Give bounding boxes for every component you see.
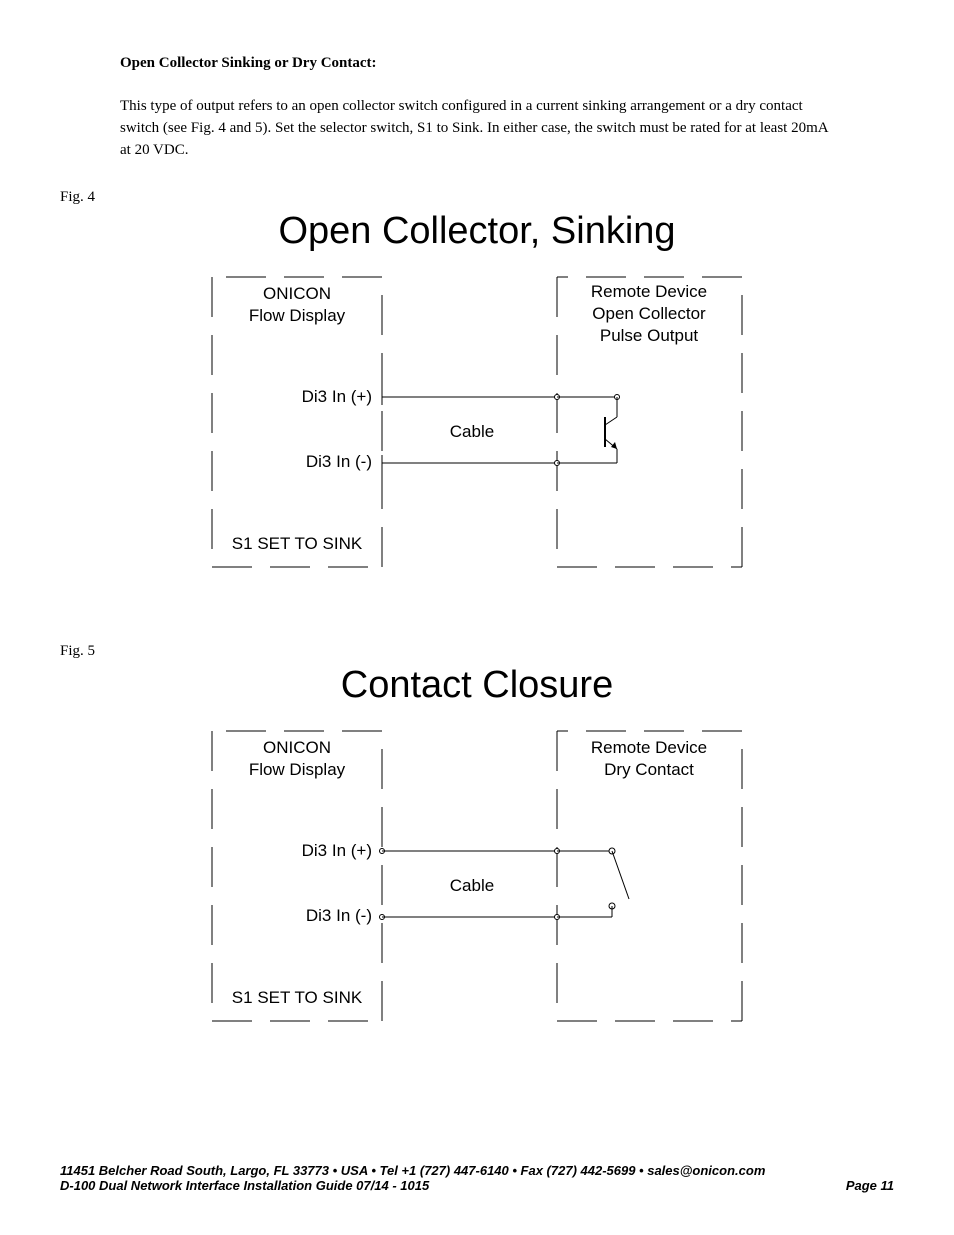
- fig4-left-line1: ONICON: [263, 284, 331, 303]
- fig5-title: Contact Closure: [120, 664, 834, 707]
- fig4-s1: S1 SET TO SINK: [232, 534, 363, 553]
- fig4-title: Open Collector, Sinking: [120, 210, 834, 253]
- fig5-label: Fig. 5: [60, 643, 834, 660]
- footer-page-number: Page 11: [846, 1178, 894, 1193]
- page-footer: 11451 Belcher Road South, Largo, FL 3377…: [60, 1163, 894, 1193]
- fig5-left-line1: ONICON: [263, 738, 331, 757]
- fig5-term-neg: Di3 In (-): [306, 906, 372, 925]
- fig4-diagram: ONICON Flow Display Remote Device Open C…: [197, 267, 757, 583]
- fig4-term-neg: Di3 In (-): [306, 452, 372, 471]
- fig4-right-line1: Remote Device: [591, 282, 707, 301]
- fig5-term-pos: Di3 In (+): [302, 841, 372, 860]
- fig5-right-line2: Dry Contact: [604, 760, 694, 779]
- fig4-term-pos: Di3 In (+): [302, 387, 372, 406]
- body-paragraph: This type of output refers to an open co…: [120, 96, 834, 161]
- fig4-cable: Cable: [450, 422, 494, 441]
- fig5-right-line1: Remote Device: [591, 738, 707, 757]
- footer-line1: 11451 Belcher Road South, Largo, FL 3377…: [60, 1163, 894, 1178]
- fig5-cable: Cable: [450, 876, 494, 895]
- fig4-left-line2: Flow Display: [249, 306, 346, 325]
- fig5-s1: S1 SET TO SINK: [232, 988, 363, 1007]
- fig4-right-line2: Open Collector: [592, 304, 706, 323]
- footer-doc-title: D-100 Dual Network Interface Installatio…: [60, 1178, 429, 1193]
- fig4-right-line3: Pulse Output: [600, 326, 699, 345]
- section-title: Open Collector Sinking or Dry Contact:: [120, 55, 834, 72]
- fig5-left-line2: Flow Display: [249, 760, 346, 779]
- fig4-label: Fig. 4: [60, 189, 834, 206]
- fig5-diagram: ONICON Flow Display Remote Device Dry Co…: [197, 721, 757, 1037]
